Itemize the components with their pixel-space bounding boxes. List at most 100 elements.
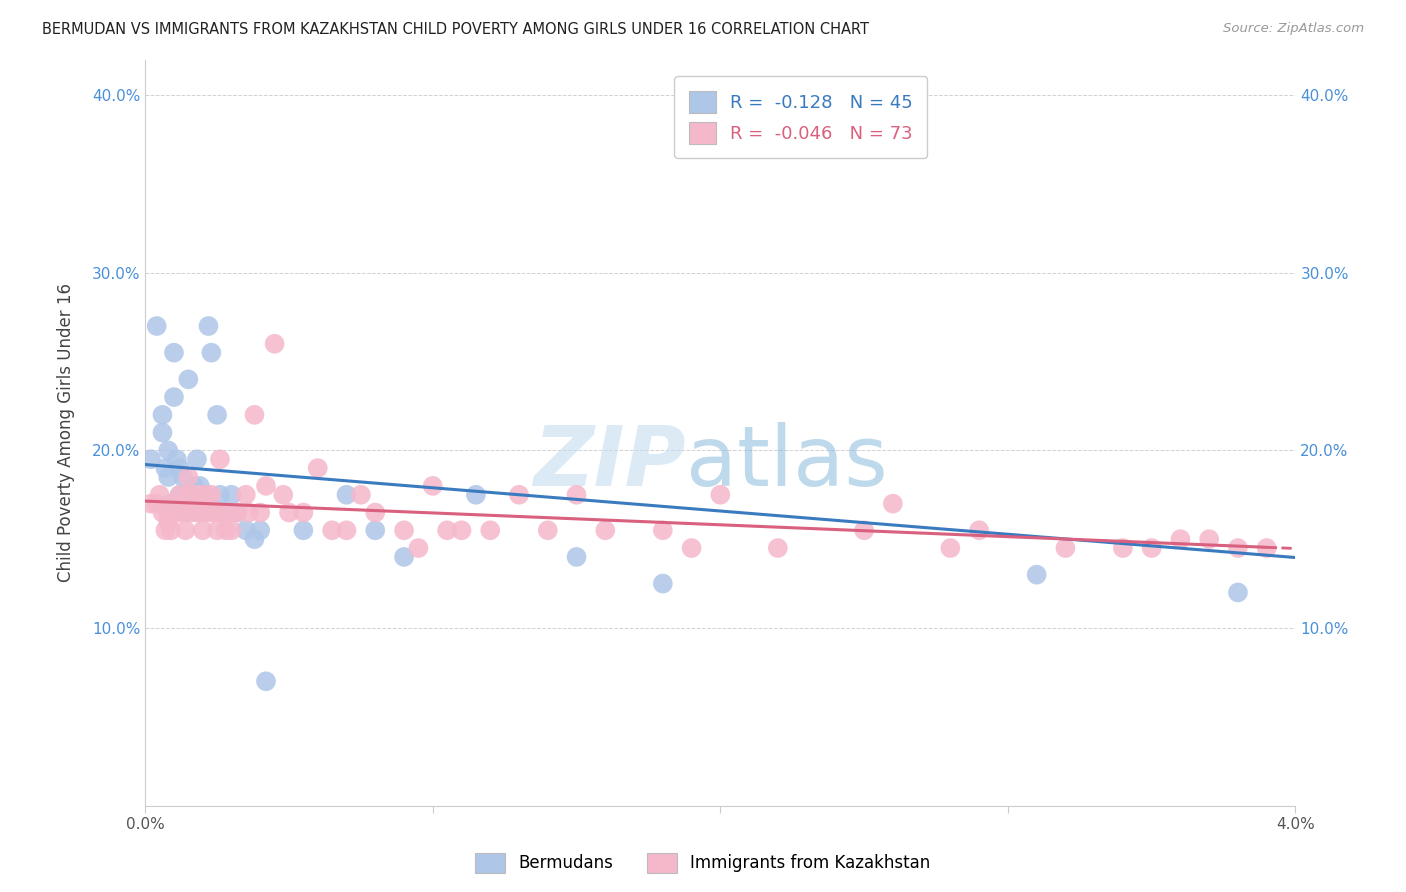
Point xyxy=(152,425,174,440)
Point xyxy=(211,506,233,520)
Point xyxy=(186,506,208,520)
Point xyxy=(271,488,294,502)
Point xyxy=(1112,541,1135,555)
Point xyxy=(188,479,211,493)
Legend: Bermudans, Immigrants from Kazakhstan: Bermudans, Immigrants from Kazakhstan xyxy=(468,847,938,880)
Point xyxy=(172,470,194,484)
Point xyxy=(194,488,217,502)
Point xyxy=(292,523,315,537)
Point xyxy=(155,523,177,537)
Point xyxy=(226,506,249,520)
Point xyxy=(157,506,180,520)
Point xyxy=(292,506,315,520)
Point xyxy=(177,488,200,502)
Point xyxy=(254,674,277,689)
Point xyxy=(766,541,789,555)
Point xyxy=(157,515,180,529)
Point xyxy=(436,523,458,537)
Point xyxy=(174,488,197,502)
Point xyxy=(149,488,172,502)
Point xyxy=(174,523,197,537)
Point xyxy=(364,506,387,520)
Point xyxy=(243,408,266,422)
Point xyxy=(177,372,200,386)
Point xyxy=(191,523,214,537)
Point xyxy=(364,523,387,537)
Legend: R =  -0.128   N = 45, R =  -0.046   N = 73: R = -0.128 N = 45, R = -0.046 N = 73 xyxy=(675,76,928,158)
Point xyxy=(163,390,186,404)
Point xyxy=(1226,585,1249,599)
Point xyxy=(208,488,231,502)
Point xyxy=(163,506,186,520)
Point xyxy=(1170,532,1192,546)
Text: BERMUDAN VS IMMIGRANTS FROM KAZAKHSTAN CHILD POVERTY AMONG GIRLS UNDER 16 CORREL: BERMUDAN VS IMMIGRANTS FROM KAZAKHSTAN C… xyxy=(42,22,869,37)
Point xyxy=(211,506,233,520)
Point xyxy=(392,549,415,564)
Point xyxy=(180,488,202,502)
Point xyxy=(464,488,486,502)
Point xyxy=(249,506,271,520)
Point xyxy=(194,488,217,502)
Point xyxy=(651,576,673,591)
Point xyxy=(681,541,703,555)
Point xyxy=(235,523,257,537)
Point xyxy=(249,523,271,537)
Point xyxy=(278,506,301,520)
Point xyxy=(191,506,214,520)
Point xyxy=(595,523,617,537)
Point xyxy=(166,506,188,520)
Point xyxy=(537,523,560,537)
Point xyxy=(139,452,162,467)
Point xyxy=(243,532,266,546)
Point xyxy=(163,345,186,359)
Point xyxy=(335,488,357,502)
Point xyxy=(152,408,174,422)
Text: atlas: atlas xyxy=(686,422,887,503)
Point xyxy=(166,452,188,467)
Point xyxy=(565,549,588,564)
Point xyxy=(172,506,194,520)
Point xyxy=(197,506,219,520)
Point xyxy=(651,523,673,537)
Point xyxy=(202,506,225,520)
Point xyxy=(392,523,415,537)
Point xyxy=(221,523,243,537)
Point xyxy=(1054,541,1077,555)
Point xyxy=(152,506,174,520)
Point xyxy=(191,488,214,502)
Point xyxy=(307,461,329,475)
Point xyxy=(221,488,243,502)
Point xyxy=(174,506,197,520)
Point xyxy=(853,523,876,537)
Point xyxy=(479,523,502,537)
Point xyxy=(1256,541,1278,555)
Point xyxy=(238,506,260,520)
Point xyxy=(321,523,343,537)
Point xyxy=(226,506,249,520)
Point xyxy=(508,488,530,502)
Point xyxy=(169,488,191,502)
Point xyxy=(1025,567,1047,582)
Point xyxy=(169,461,191,475)
Point xyxy=(1140,541,1163,555)
Point xyxy=(163,497,186,511)
Point xyxy=(263,336,285,351)
Point xyxy=(205,523,228,537)
Point xyxy=(197,319,219,334)
Point xyxy=(188,488,211,502)
Point xyxy=(183,488,205,502)
Point xyxy=(177,470,200,484)
Point xyxy=(191,506,214,520)
Text: ZIP: ZIP xyxy=(533,422,686,503)
Point xyxy=(254,479,277,493)
Text: Source: ZipAtlas.com: Source: ZipAtlas.com xyxy=(1223,22,1364,36)
Point xyxy=(157,443,180,458)
Point xyxy=(422,479,444,493)
Point xyxy=(205,408,228,422)
Point xyxy=(186,452,208,467)
Point xyxy=(1226,541,1249,555)
Point xyxy=(205,506,228,520)
Point xyxy=(565,488,588,502)
Point xyxy=(208,452,231,467)
Point xyxy=(157,470,180,484)
